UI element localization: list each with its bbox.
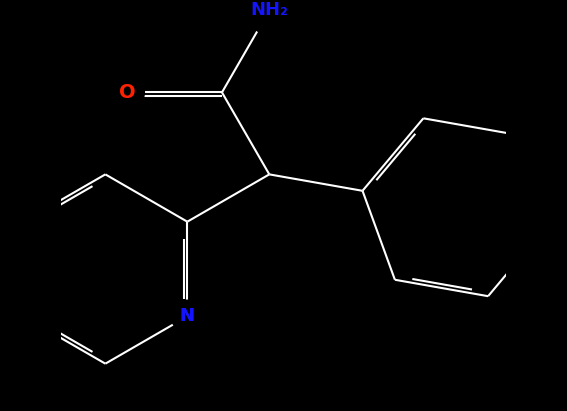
Text: O: O bbox=[119, 83, 136, 102]
Text: NH₂: NH₂ bbox=[251, 1, 288, 19]
Circle shape bbox=[171, 300, 204, 332]
Circle shape bbox=[246, 0, 293, 34]
Text: N: N bbox=[180, 307, 195, 326]
Circle shape bbox=[111, 75, 145, 109]
Text: N: N bbox=[180, 307, 195, 326]
